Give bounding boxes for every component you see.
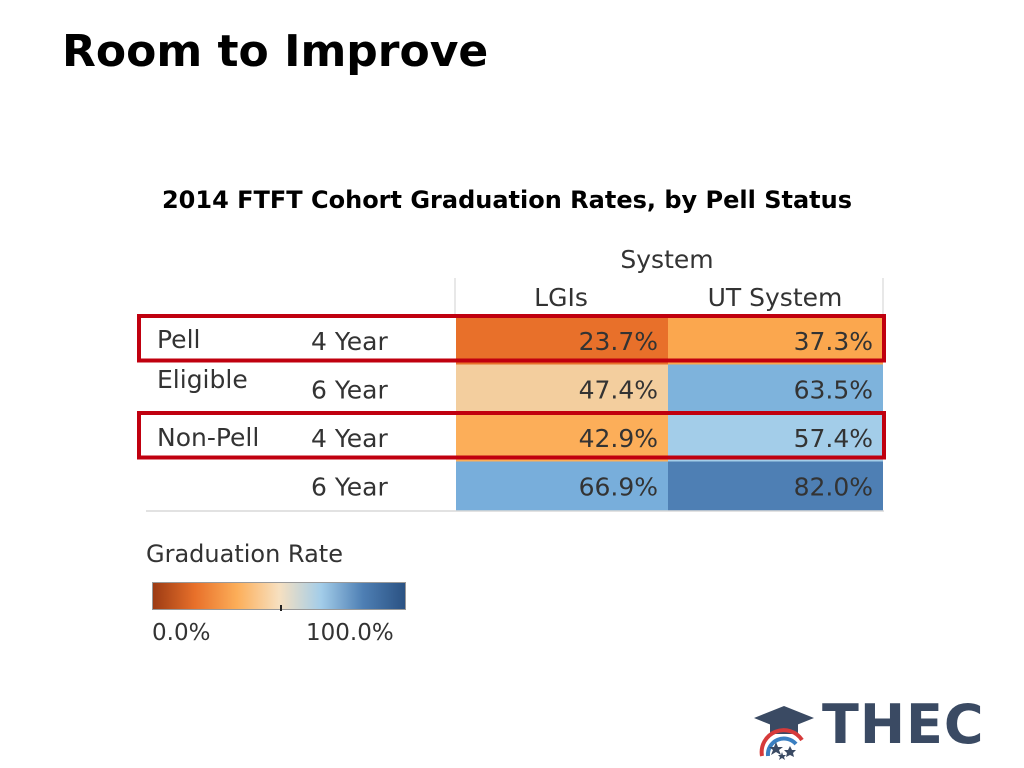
row-labels: 4 Year 6 Year 4 Year 6 Year Pell Eligible Non-… <box>157 325 389 502</box>
heatmap-cell <box>456 364 668 414</box>
heatmap-cell <box>456 461 668 511</box>
heatmap-cell <box>668 413 883 462</box>
cell-value-label: 23.7% <box>579 327 658 356</box>
row-period-label: 4 Year <box>311 424 389 453</box>
cell-value-label: 66.9% <box>579 473 658 502</box>
cell-value-label: 57.4% <box>794 424 873 453</box>
cell-value-label: 63.5% <box>794 376 873 405</box>
slide-title: Room to Improve <box>62 26 489 77</box>
column-header-lgis: LGIs <box>534 283 588 312</box>
cell-value-label: 37.3% <box>794 327 873 356</box>
row-group-label-line2: Eligible <box>157 365 248 394</box>
chart-title: 2014 FTFT Cohort Graduation Rates, by Pe… <box>161 186 853 214</box>
heatmap-chart: System LGIs UT System 23.7% 37.3% 47.4% 63.… <box>137 245 886 512</box>
heatmap-cell <box>668 461 883 511</box>
cell-value-label: 42.9% <box>579 424 658 453</box>
legend-min-label: 0.0% <box>152 620 211 646</box>
heatmap-cell <box>668 364 883 414</box>
heatmap-cell <box>456 316 668 365</box>
legend-max-label: 100.0% <box>306 620 394 646</box>
heatmap-cell <box>456 413 668 462</box>
legend-title: Graduation Rate <box>146 540 343 568</box>
row-period-label: 4 Year <box>311 327 389 356</box>
thec-logo <box>754 706 814 760</box>
row-group-label: Pell <box>157 325 200 354</box>
column-header-ut-system: UT System <box>708 283 843 312</box>
graduation-cap-stars-icon <box>754 706 814 760</box>
highlight-box <box>137 411 886 460</box>
column-group-header: System <box>620 245 713 274</box>
row-group-label: Non-Pell <box>157 423 259 452</box>
legend-midpoint-tick <box>280 605 282 611</box>
row-period-label: 6 Year <box>311 473 389 502</box>
heatmap-cells: 23.7% 37.3% 47.4% 63.5% 42.9% 57.4% 66.9% 82.0% <box>456 316 883 511</box>
legend-gradient-bar <box>152 582 406 610</box>
highlight-box <box>137 314 886 363</box>
cell-value-label: 47.4% <box>579 376 658 405</box>
highlight-boxes <box>137 314 886 460</box>
logo-text: THEC <box>822 693 985 756</box>
heatmap-cell <box>668 316 883 365</box>
cell-value-label: 82.0% <box>794 473 873 502</box>
row-period-label: 6 Year <box>311 376 389 405</box>
